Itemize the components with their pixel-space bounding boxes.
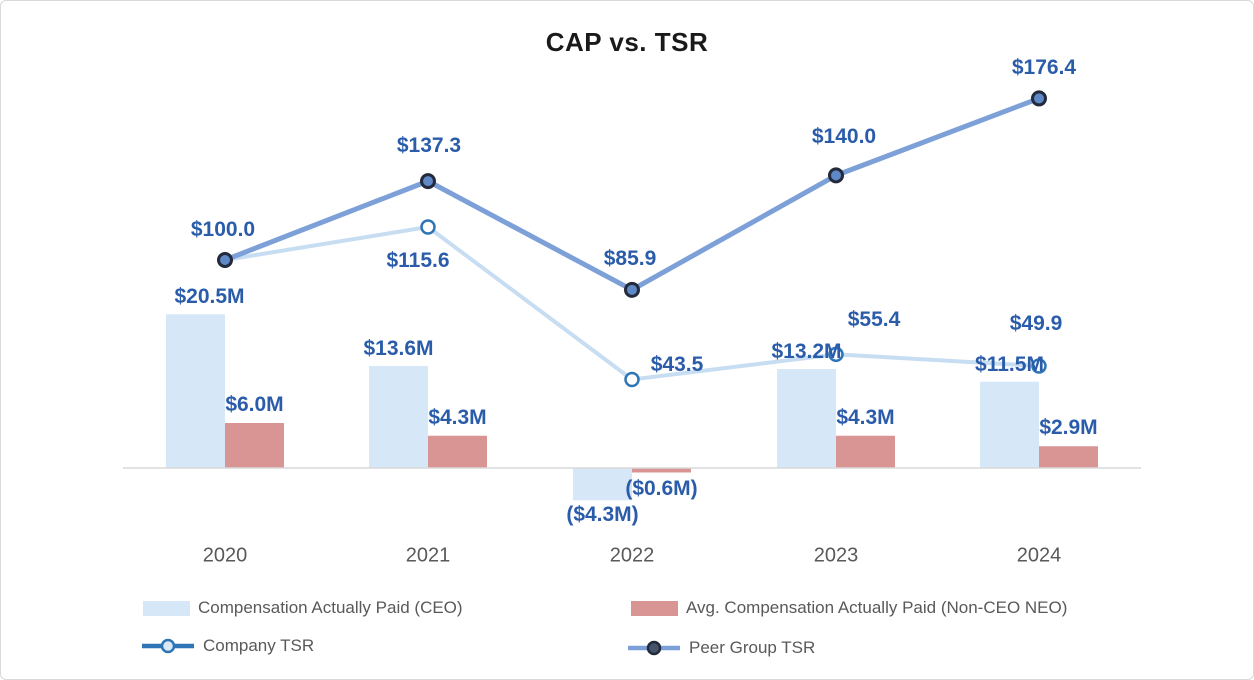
legend-swatch-neo [631, 600, 678, 616]
bar-ceo-2023 [777, 369, 836, 468]
x-axis-label-2022: 2022 [609, 544, 655, 567]
x-axis-label-2020: 2020 [202, 544, 248, 567]
legend-label-company-tsr: Company TSR [203, 636, 315, 655]
marker-company-2021 [420, 219, 436, 235]
marker-peer-2020 [217, 252, 233, 268]
legend-item-peer-group-tsr: Peer Group TSR [627, 638, 815, 658]
legend-line-marker-company-tsr [142, 638, 194, 654]
legend-label-neo: Avg. Compensation Actually Paid (Non-CEO… [686, 598, 1068, 617]
data-label-neo-2023: $4.3M [836, 405, 895, 429]
legend-item-ceo: Compensation Actually Paid (CEO) [143, 598, 463, 618]
bar-neo-2024 [1039, 446, 1098, 468]
x-axis-label-2021: 2021 [405, 544, 451, 567]
bar-ceo-2021 [369, 366, 428, 468]
marker-peer-2024 [1031, 90, 1047, 107]
x-axis-label-2023: 2023 [813, 544, 859, 567]
marker-peer-2022 [624, 281, 640, 298]
data-label-neo-2020: $6.0M [225, 393, 284, 416]
bar-neo-2021 [428, 435, 487, 468]
data-label-ceo-2020: $20.5M [174, 285, 245, 309]
data-label-company-2022: $43.5 [650, 353, 704, 377]
marker-peer-2021 [420, 173, 436, 190]
bar-neo-2023 [836, 435, 895, 468]
data-label-neo-2021: $4.3M [428, 405, 487, 429]
x-axis-label-2024: 2024 [1016, 544, 1062, 567]
bar-ceo-2020 [166, 314, 225, 468]
data-label-company-2023: $55.4 [847, 308, 901, 332]
legend-line-marker-peer-group-tsr [628, 640, 680, 656]
marker-company-2024 [1031, 358, 1047, 374]
data-label-neo-2022: ($0.6M) [625, 476, 698, 500]
data-label-ceo-2024: $11.5M [975, 352, 1044, 376]
data-label-company-2024: $49.9 [1009, 311, 1063, 335]
data-label-peer-2021: $137.3 [396, 134, 462, 158]
data-label-peer-2022: $85.9 [603, 246, 657, 270]
legend-item-company-tsr: Company TSR [141, 636, 314, 656]
legend-label-ceo: Compensation Actually Paid (CEO) [198, 598, 463, 617]
data-label-peer-2024: $176.4 [1011, 56, 1077, 80]
bar-neo-2022 [632, 468, 691, 473]
marker-company-2023 [828, 346, 844, 363]
data-label-neo-2024: $2.9M [1039, 416, 1098, 440]
marker-peer-2023 [828, 167, 844, 184]
data-label-peer-2020: $100.0 [190, 218, 256, 241]
bar-ceo-2022 [573, 468, 632, 501]
bar-ceo-2024 [980, 381, 1039, 468]
data-label-ceo-2023: $13.2M [771, 340, 842, 363]
chart-title: CAP vs. TSR [545, 27, 709, 57]
marker-company-2022 [624, 371, 640, 388]
legend-swatch-ceo [143, 600, 190, 616]
data-label-ceo-2021: $13.6M [363, 337, 434, 360]
data-label-peer-2023: $140.0 [811, 125, 877, 149]
bar-neo-2020 [225, 423, 284, 468]
data-label-ceo-2022: ($4.3M) [566, 503, 639, 527]
legend-label-peer-group-tsr: Peer Group TSR [689, 638, 816, 657]
data-label-company-2021: $115.6 [386, 249, 450, 272]
legend-item-neo: Avg. Compensation Actually Paid (Non-CEO… [631, 598, 1067, 618]
